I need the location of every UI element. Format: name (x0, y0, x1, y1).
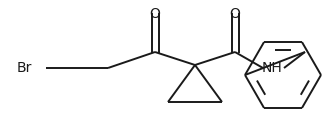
Text: NH: NH (262, 61, 282, 75)
Text: O: O (149, 7, 160, 21)
Text: Br: Br (16, 61, 32, 75)
Text: O: O (230, 7, 241, 21)
